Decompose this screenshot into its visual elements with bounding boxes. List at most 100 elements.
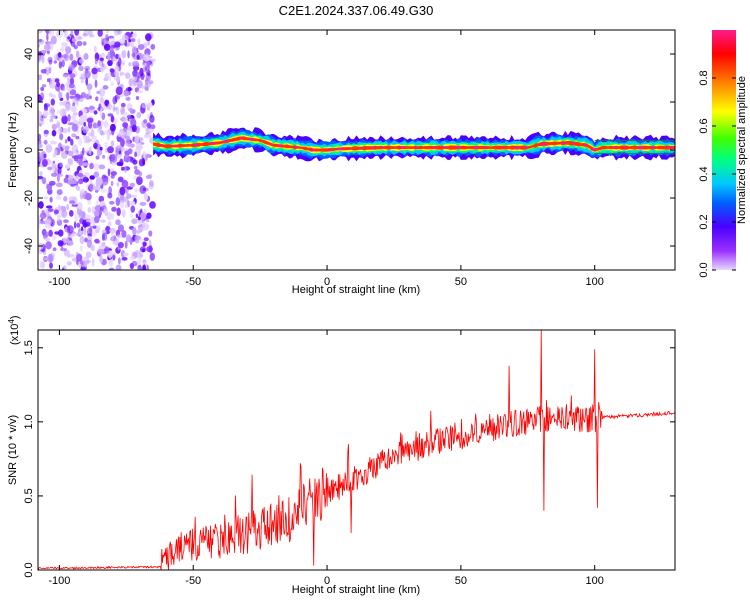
noise-speckle [62, 237, 70, 244]
noise-speckle [101, 242, 106, 247]
noise-speckle [68, 253, 75, 258]
noise-speckle [38, 55, 42, 64]
noise-speckle [93, 110, 98, 115]
x-tick-label: 0 [324, 575, 330, 587]
noise-speckle [76, 40, 83, 47]
spectrogram-y-axis: -40 -20 0 20 40 [23, 48, 675, 254]
noise-speckle [62, 267, 65, 270]
noise-speckle [86, 235, 92, 240]
noise-speckle [85, 77, 89, 86]
noise-speckle [98, 164, 106, 170]
noise-speckle [79, 245, 83, 252]
noise-speckle [148, 230, 153, 237]
noise-speckle [121, 50, 127, 59]
signal-peak [294, 145, 299, 149]
noise-speckle [126, 127, 133, 136]
noise-speckle [85, 251, 92, 259]
noise-speckle [88, 105, 95, 113]
noise-speckle [105, 34, 109, 42]
noise-speckle [100, 52, 105, 58]
noise-speckle [107, 221, 112, 227]
noise-speckle [67, 114, 71, 122]
noise-speckle [107, 51, 111, 61]
noise-speckle [143, 54, 149, 62]
noise-speckle [134, 188, 139, 193]
noise-speckle [74, 213, 79, 222]
noise-speckle [69, 200, 76, 204]
noise-speckle [119, 72, 126, 76]
noise-speckle [144, 66, 148, 71]
signal-peak [572, 142, 576, 145]
noise-speckle [51, 234, 57, 241]
noise-speckle [123, 127, 128, 137]
noise-speckle [88, 30, 93, 38]
noise-speckle [106, 30, 110, 34]
noise-speckle [48, 30, 55, 37]
noise-speckle [62, 109, 66, 117]
noise-speckle [99, 59, 102, 67]
noise-speckle [79, 188, 85, 195]
noise-speckle [109, 45, 114, 55]
noise-speckle [41, 177, 47, 185]
noise-speckle [83, 221, 91, 227]
noise-speckle [131, 260, 138, 267]
noise-speckle [99, 146, 103, 151]
noise-speckle [52, 167, 56, 172]
y-tick-label: -20 [23, 190, 35, 206]
signal-peak [622, 146, 627, 149]
noise-speckle [103, 120, 109, 128]
noise-speckle [83, 53, 89, 60]
noise-speckle [62, 74, 69, 78]
noise-speckle [121, 256, 128, 261]
noise-speckle [142, 259, 147, 264]
noise-speckle [67, 36, 71, 40]
noise-speckle [128, 108, 133, 112]
noise-speckle [123, 153, 130, 163]
noise-speckle [141, 248, 146, 253]
noise-speckle [129, 182, 136, 188]
signal-peak [328, 148, 333, 151]
noise-speckle [146, 212, 152, 219]
noise-speckle [142, 221, 145, 229]
signal-band-layer-3 [153, 133, 675, 155]
noise-speckle [127, 50, 130, 59]
noise-speckle [130, 205, 136, 213]
noise-speckle [65, 174, 69, 179]
noise-speckle [49, 106, 55, 114]
noise-speckle [115, 76, 120, 83]
noise-speckle [147, 101, 153, 109]
x-tick-label: 100 [586, 575, 604, 587]
noise-speckle [107, 192, 113, 199]
noise-speckle [65, 103, 71, 112]
noise-speckle [57, 240, 64, 247]
noise-speckle [110, 171, 118, 176]
noise-speckle [121, 208, 126, 218]
noise-speckle [108, 213, 115, 220]
noise-speckle [121, 115, 126, 123]
noise-speckle [90, 244, 95, 251]
noise-speckle [38, 43, 41, 48]
noise-speckle [82, 41, 87, 46]
noise-speckle [121, 230, 127, 238]
signal-peak [247, 137, 255, 141]
snr-y-scale-close: ) [9, 315, 21, 319]
noise-speckle [68, 63, 75, 71]
spectrogram-panel: -100 -50 0 50 100 -40 -20 0 20 40 Height of stra… [7, 29, 676, 296]
noise-speckle [110, 140, 115, 147]
noise-speckle [39, 220, 46, 225]
noise-speckle [135, 142, 143, 151]
noise-speckle [75, 135, 80, 140]
snr-y-scale-exponent: 4 [7, 319, 16, 324]
noise-speckle [38, 151, 41, 158]
noise-speckle [60, 46, 65, 52]
noise-speckle [100, 66, 105, 73]
noise-speckle [47, 166, 53, 171]
noise-speckle [142, 150, 147, 159]
noise-speckle [61, 115, 68, 125]
x-tick-label: 100 [586, 276, 604, 288]
noise-speckle [56, 109, 60, 115]
noise-speckle [100, 219, 107, 223]
colorbar-tick-label: 0.0 [698, 262, 710, 277]
noise-speckle [117, 241, 124, 249]
noise-speckle [49, 115, 57, 120]
